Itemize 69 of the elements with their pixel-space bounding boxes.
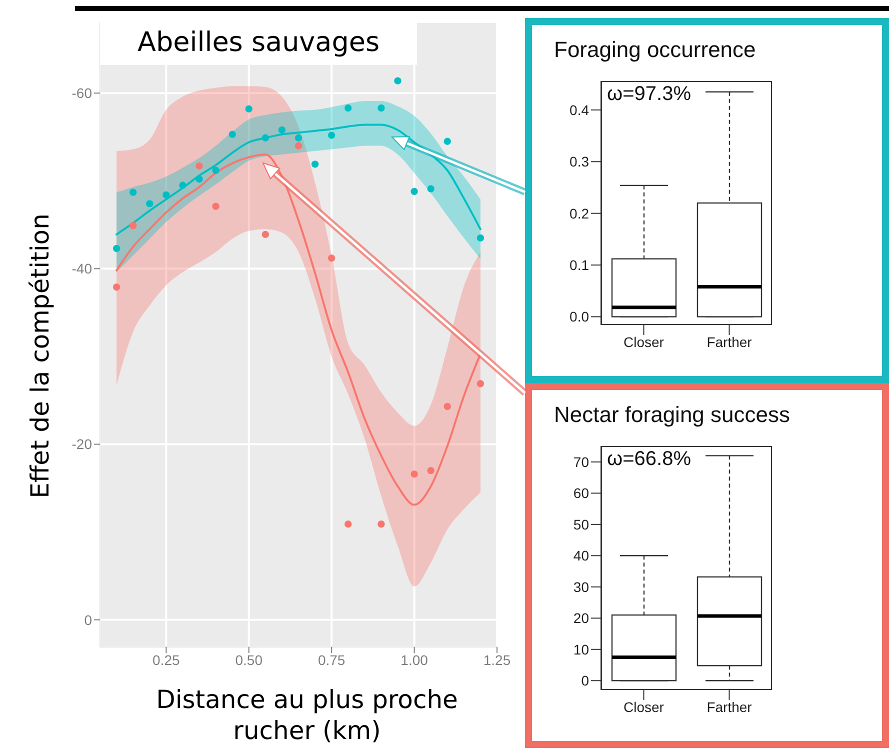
annotation: ω=66.8% — [607, 448, 692, 471]
y-tick-label: 60 — [573, 485, 590, 502]
point — [476, 234, 484, 242]
point — [162, 191, 170, 199]
y-tick-label: 10 — [573, 641, 590, 658]
point — [245, 105, 252, 113]
point — [378, 520, 385, 528]
y-axis-title: Effet de la compétition — [26, 214, 54, 498]
chart-title: Abeilles sauvages — [100, 20, 417, 65]
point — [394, 77, 402, 84]
point — [311, 160, 319, 168]
y-tick-label: 0.2 — [570, 205, 590, 222]
y-tick-label: 0.1 — [570, 257, 590, 274]
chart-title: Foraging occurrence — [554, 37, 756, 63]
point — [196, 176, 203, 183]
y-tick-label: 0.0 — [570, 308, 590, 325]
x-tick-label: 0.50 — [235, 652, 263, 668]
point — [228, 130, 236, 138]
x-axis-title: Distance au plus proche rucher (km) — [155, 684, 459, 746]
point — [179, 182, 186, 189]
y-tick-label: 0.4 — [570, 102, 590, 118]
x-tick-label: Farther — [706, 334, 752, 350]
x-tick-label: Closer — [624, 698, 664, 715]
point — [112, 284, 120, 291]
point — [129, 222, 137, 230]
x-tick-label: Closer — [624, 334, 664, 350]
point — [328, 132, 336, 139]
y-tick-label: 70 — [573, 454, 590, 470]
point — [262, 134, 270, 142]
y-tick-label: 0 — [84, 612, 92, 628]
point — [344, 520, 352, 528]
y-tick-label: -20 — [72, 436, 92, 452]
y-tick-label: 0.3 — [570, 154, 590, 170]
point — [344, 104, 352, 112]
y-tick-label: 40 — [573, 548, 590, 564]
y-tick-label: 20 — [573, 610, 590, 626]
point — [427, 185, 434, 192]
chart-title: Nectar foraging success — [554, 402, 790, 428]
line-series — [116, 154, 482, 506]
point — [378, 104, 385, 112]
point — [294, 134, 302, 142]
point — [328, 254, 336, 262]
annotation: ω=97.3% — [607, 83, 692, 106]
point — [278, 126, 286, 134]
x-tick-label: 0.25 — [152, 652, 180, 668]
point — [262, 230, 270, 238]
point — [476, 380, 484, 388]
y-tick-label: -40 — [72, 260, 92, 277]
x-tick-label: Farther — [706, 698, 752, 715]
y-tick-label: 30 — [573, 578, 590, 595]
x-tick-label: 0.75 — [318, 652, 346, 668]
point — [410, 470, 418, 478]
y-tick-label: -60 — [72, 85, 92, 102]
point — [129, 188, 137, 196]
point — [410, 188, 418, 196]
point — [196, 162, 203, 170]
point — [294, 142, 302, 150]
x-tick-label: 1.00 — [400, 652, 428, 668]
y-tick-label: 0 — [581, 672, 590, 689]
point — [444, 138, 451, 145]
point — [212, 166, 220, 174]
point — [212, 202, 220, 210]
point — [146, 200, 154, 208]
x-tick-label: 1.25 — [483, 652, 511, 668]
line-series — [116, 124, 482, 236]
point — [427, 466, 434, 474]
point — [444, 402, 451, 410]
point — [112, 244, 120, 252]
y-tick-label: 50 — [573, 516, 590, 532]
